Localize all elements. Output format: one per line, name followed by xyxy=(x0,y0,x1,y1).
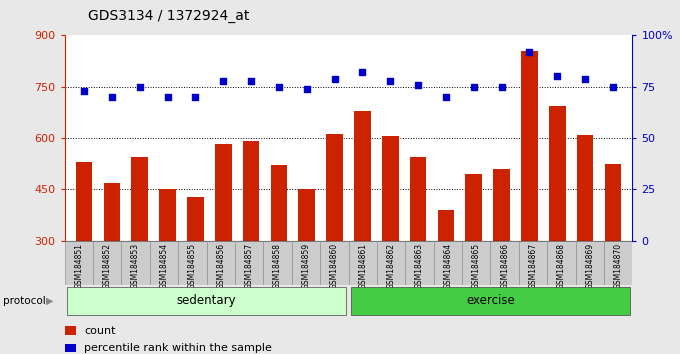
Point xyxy=(469,84,479,90)
Text: sedentary: sedentary xyxy=(177,294,237,307)
Point xyxy=(245,78,256,84)
Bar xyxy=(490,241,519,285)
Bar xyxy=(187,197,204,241)
Bar xyxy=(121,241,150,285)
Text: GSM184852: GSM184852 xyxy=(103,243,112,289)
Bar xyxy=(150,241,178,285)
Text: GSM184863: GSM184863 xyxy=(415,243,424,289)
Text: GSM184854: GSM184854 xyxy=(160,243,169,289)
Bar xyxy=(65,241,93,285)
Text: GSM184862: GSM184862 xyxy=(387,243,396,289)
Bar xyxy=(75,162,92,241)
Bar xyxy=(299,189,315,241)
Text: exercise: exercise xyxy=(466,294,515,307)
Bar xyxy=(521,51,538,241)
Text: GSM184865: GSM184865 xyxy=(472,243,481,289)
Text: GSM184868: GSM184868 xyxy=(557,243,566,289)
Bar xyxy=(348,241,377,285)
Bar xyxy=(67,287,345,315)
Bar xyxy=(519,241,547,285)
Point xyxy=(524,49,535,55)
Bar xyxy=(605,164,622,241)
Bar xyxy=(131,157,148,241)
Point xyxy=(579,76,590,81)
Bar xyxy=(292,241,320,285)
Text: GSM184864: GSM184864 xyxy=(443,243,452,289)
Point xyxy=(551,74,562,79)
Bar xyxy=(377,241,405,285)
Text: GSM184866: GSM184866 xyxy=(500,243,509,289)
Bar xyxy=(178,241,207,285)
Text: GSM184861: GSM184861 xyxy=(358,243,367,289)
Text: GSM184867: GSM184867 xyxy=(528,243,537,289)
Point xyxy=(190,94,201,100)
Bar xyxy=(547,241,575,285)
Point xyxy=(441,94,452,100)
Bar xyxy=(437,210,454,241)
Point xyxy=(329,76,340,81)
Point xyxy=(607,84,618,90)
Point xyxy=(162,94,173,100)
Point xyxy=(135,84,146,90)
Bar xyxy=(382,136,398,241)
Point xyxy=(79,88,90,94)
Text: GSM184869: GSM184869 xyxy=(585,243,594,289)
Text: GSM184853: GSM184853 xyxy=(131,243,140,289)
Bar xyxy=(493,169,510,241)
Bar xyxy=(103,183,120,241)
Text: GSM184860: GSM184860 xyxy=(330,243,339,289)
Bar xyxy=(352,287,630,315)
Point xyxy=(357,69,368,75)
Text: GSM184870: GSM184870 xyxy=(614,243,623,289)
Bar xyxy=(93,241,121,285)
Text: GSM184856: GSM184856 xyxy=(216,243,225,289)
Bar xyxy=(159,189,176,241)
Bar xyxy=(235,241,263,285)
Point xyxy=(301,86,312,92)
Bar xyxy=(575,241,604,285)
Bar xyxy=(320,241,348,285)
Text: GSM184851: GSM184851 xyxy=(74,243,83,289)
Bar xyxy=(243,142,260,241)
Bar xyxy=(207,241,235,285)
Text: ▶: ▶ xyxy=(46,296,54,306)
Text: GSM184858: GSM184858 xyxy=(273,243,282,289)
Bar xyxy=(462,241,490,285)
Bar xyxy=(354,111,371,241)
Point xyxy=(496,84,507,90)
Point xyxy=(385,78,396,84)
Bar xyxy=(326,134,343,241)
Text: protocol: protocol xyxy=(3,296,46,306)
Text: GSM184859: GSM184859 xyxy=(301,243,310,289)
Bar xyxy=(65,344,76,352)
Text: GSM184857: GSM184857 xyxy=(245,243,254,289)
Point xyxy=(273,84,284,90)
Bar xyxy=(65,326,76,335)
Text: GDS3134 / 1372924_at: GDS3134 / 1372924_at xyxy=(88,9,250,23)
Point xyxy=(107,94,118,100)
Text: GSM184855: GSM184855 xyxy=(188,243,197,289)
Bar xyxy=(410,157,426,241)
Point xyxy=(218,78,228,84)
Point xyxy=(413,82,424,87)
Text: percentile rank within the sample: percentile rank within the sample xyxy=(84,343,273,353)
Bar xyxy=(215,144,232,241)
Bar xyxy=(405,241,434,285)
Bar xyxy=(577,135,594,241)
Bar xyxy=(604,241,632,285)
Text: count: count xyxy=(84,326,116,336)
Bar xyxy=(271,165,287,241)
Bar xyxy=(263,241,292,285)
Bar xyxy=(549,105,566,241)
Bar xyxy=(465,174,482,241)
Bar xyxy=(434,241,462,285)
